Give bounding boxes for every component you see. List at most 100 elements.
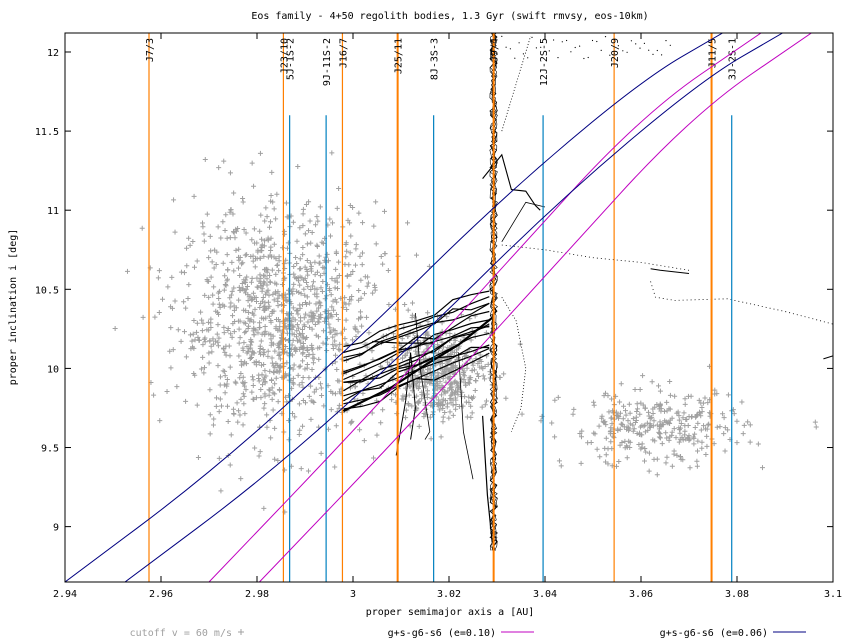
family-point (435, 370, 441, 376)
family-point (184, 245, 190, 251)
family-point (657, 430, 663, 436)
family-point (221, 324, 227, 330)
orbit-track (343, 344, 490, 397)
family-point (190, 344, 196, 350)
x-axis-label: proper semimajor axis a [AU] (366, 607, 535, 618)
family-point (460, 403, 466, 409)
family-point (306, 228, 312, 234)
family-point (231, 329, 237, 335)
family-point (633, 414, 639, 420)
family-point (622, 438, 628, 444)
family-point (466, 400, 472, 406)
family-point (308, 416, 314, 422)
track-dot (557, 57, 559, 59)
family-point (252, 306, 258, 312)
family-point (450, 364, 456, 370)
family-point (602, 419, 608, 425)
family-point (314, 269, 320, 275)
family-point (249, 355, 255, 361)
family-point (702, 426, 708, 432)
family-point (169, 274, 175, 280)
family-point (679, 434, 685, 440)
family-point (356, 297, 362, 303)
legend-label-family: cutoff v = 60 m/s (130, 628, 232, 639)
family-point (204, 277, 210, 283)
family-point (236, 353, 242, 359)
chart-title: Eos family - 4+50 regolith bodies, 1.3 G… (251, 11, 648, 22)
family-point (678, 453, 684, 459)
family-point (453, 350, 459, 356)
family-point (640, 373, 646, 379)
family-point (216, 455, 222, 461)
family-point (745, 419, 751, 425)
family-point (307, 260, 313, 266)
family-point (270, 291, 276, 297)
family-point (588, 440, 594, 446)
family-point (229, 259, 235, 265)
family-point (236, 326, 242, 332)
family-point (682, 401, 688, 407)
family-point (250, 350, 256, 356)
family-point (194, 329, 200, 335)
family-point (448, 380, 454, 386)
orbit-track (458, 352, 474, 480)
family-point (334, 367, 340, 372)
family-point (308, 309, 314, 315)
family-point (330, 390, 336, 396)
family-point (425, 333, 431, 339)
secular-resonance-curves (65, 33, 812, 582)
family-point (297, 332, 303, 338)
family-point (224, 377, 230, 383)
family-point (313, 332, 319, 338)
family-point (353, 242, 359, 248)
family-point (642, 405, 648, 411)
family-point (664, 399, 670, 405)
family-point (299, 344, 305, 350)
family-point (263, 315, 269, 321)
family-point (327, 216, 333, 222)
x-tick-label: 2.98 (245, 589, 269, 600)
track-dot (617, 45, 620, 47)
family-point (332, 285, 338, 291)
family-point (240, 195, 246, 201)
family-point (178, 338, 184, 344)
family-point (267, 252, 273, 258)
family-point (345, 217, 351, 223)
family-point (168, 304, 174, 310)
family-point (607, 429, 613, 435)
family-point (370, 290, 376, 296)
family-point (189, 338, 195, 344)
family-point (556, 458, 562, 464)
family-point (217, 382, 223, 388)
family-point (361, 438, 367, 444)
family-point (252, 445, 258, 451)
family-point (222, 273, 228, 279)
family-point (164, 389, 170, 395)
family-point (406, 383, 412, 389)
family-point (650, 411, 656, 417)
family-point (215, 343, 221, 349)
family-point (235, 318, 241, 324)
family-point (416, 423, 422, 429)
family-point (230, 321, 236, 327)
family-point (271, 297, 277, 303)
family-point (669, 463, 675, 469)
y-tick-label: 9 (53, 523, 59, 534)
family-point (358, 277, 364, 283)
family-point (250, 377, 256, 383)
family-point (353, 246, 359, 252)
family-point (269, 385, 275, 391)
family-point (373, 199, 379, 205)
family-point (466, 394, 472, 400)
family-point (223, 212, 229, 218)
family-point (216, 165, 222, 171)
track-dot (505, 46, 507, 48)
family-point (272, 289, 278, 295)
family-point (634, 406, 640, 412)
family-point (230, 406, 236, 412)
family-point (207, 338, 213, 344)
family-point (596, 423, 602, 429)
family-point (402, 302, 408, 308)
family-point (244, 283, 250, 289)
family-point (187, 332, 193, 338)
